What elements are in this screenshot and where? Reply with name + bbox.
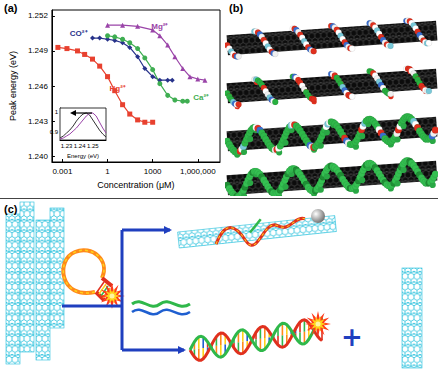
svg-text:0.9: 0.9 (50, 129, 59, 135)
svg-text:1.249: 1.249 (28, 46, 49, 55)
svg-text:1.246: 1.246 (28, 82, 49, 91)
html-text:(b): (b) (229, 2, 243, 14)
svg-text:1: 1 (105, 167, 110, 176)
svg-text:Hg²⁺: Hg²⁺ (110, 84, 126, 93)
svg-text:Energy (eV): Energy (eV) (67, 153, 99, 159)
svg-text:1.24: 1.24 (74, 143, 86, 149)
svg-text:1.23: 1.23 (61, 143, 73, 149)
svg-text:Ca²⁺: Ca²⁺ (193, 93, 209, 102)
svg-text:1.25: 1.25 (87, 143, 99, 149)
svg-text:Concentration (μM): Concentration (μM) (97, 180, 174, 190)
svg-text:1.243: 1.243 (28, 117, 49, 126)
svg-text:+: + (341, 322, 363, 352)
svg-text:CO²⁺: CO²⁺ (70, 29, 88, 38)
svg-text:Mg²⁺: Mg²⁺ (151, 22, 168, 31)
svg-text:0.001: 0.001 (52, 167, 73, 176)
svg-text:Peak energy (eV): Peak energy (eV) (8, 51, 18, 121)
html-text:(c): (c) (4, 203, 18, 215)
html-text:(a): (a) (4, 2, 18, 14)
svg-text:1,000,000: 1,000,000 (180, 167, 216, 176)
svg-text:1000: 1000 (144, 167, 162, 176)
svg-text:1: 1 (55, 109, 59, 115)
svg-text:1.252: 1.252 (28, 11, 49, 20)
svg-text:1.240: 1.240 (28, 152, 49, 161)
